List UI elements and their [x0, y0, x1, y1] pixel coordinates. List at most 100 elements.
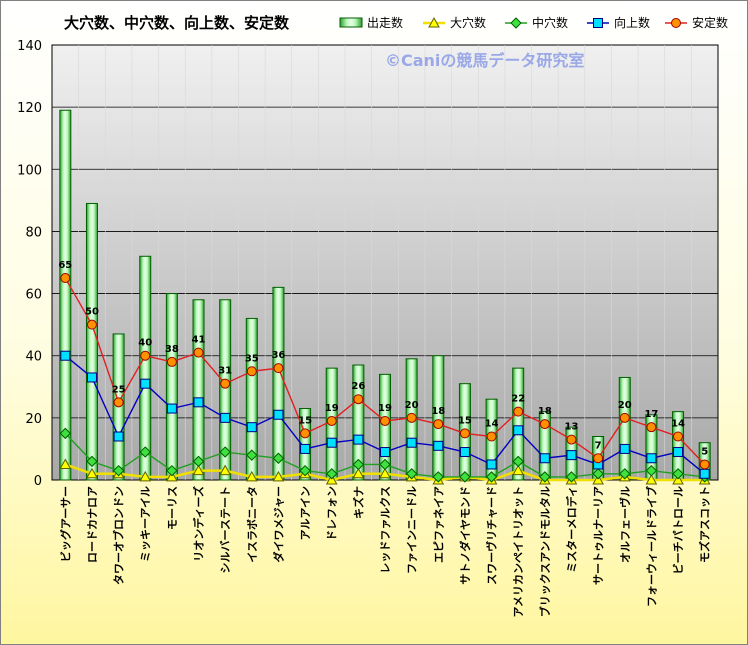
x-category-label: サートゥルナーリア [592, 486, 605, 585]
point-向上数 [433, 440, 444, 451]
point-中穴数 [219, 446, 231, 458]
point-大穴数 [592, 473, 604, 485]
legend-marker [593, 18, 603, 28]
bar-出走数 [379, 373, 391, 481]
x-category-label: イスラボニータ [245, 486, 259, 563]
point-向上数 [566, 450, 577, 461]
point-向上数 [646, 453, 657, 464]
point-安定数 [380, 415, 390, 426]
x-category-label: リオンディーズ [192, 486, 206, 562]
x-category-label: アルアイン [299, 486, 312, 540]
point-向上数 [619, 443, 630, 454]
point-向上数 [459, 447, 470, 458]
point-大穴数 [325, 473, 338, 485]
point-大穴数 [352, 467, 365, 479]
point-安定数 [459, 428, 470, 439]
point-向上数 [673, 447, 684, 458]
data-label-安定数: 26 [351, 381, 365, 392]
data-label-安定数: 25 [112, 384, 126, 395]
data-label-安定数: 22 [511, 394, 525, 405]
point-安定数 [486, 431, 497, 442]
point-中穴数 [272, 452, 285, 464]
point-大穴数 [192, 464, 205, 476]
x-category-label: ミスターメロディ [564, 486, 578, 573]
point-中穴数 [619, 468, 631, 480]
point-安定数 [113, 397, 124, 408]
point-大穴数 [672, 473, 684, 485]
point-安定数 [513, 406, 524, 417]
data-label-安定数: 20 [618, 400, 632, 411]
point-中穴数 [352, 458, 365, 471]
y-tick-label: 100 [17, 163, 42, 178]
point-中穴数 [645, 464, 658, 477]
bar-出走数 [618, 376, 631, 481]
legend-marker [428, 16, 440, 28]
data-label-安定数: 20 [405, 400, 419, 411]
bar-出走数 [352, 364, 365, 481]
point-中穴数 [192, 455, 205, 468]
point-安定数 [619, 412, 630, 423]
data-label-安定数: 5 [701, 446, 708, 457]
legend-label: 大穴数 [450, 15, 486, 30]
x-category-label: レッドファルクス [379, 486, 392, 574]
x-category-label: スワーヴリチャード [485, 486, 499, 585]
point-中穴数 [672, 468, 684, 480]
point-向上数 [113, 431, 124, 442]
point-安定数 [673, 431, 684, 442]
point-安定数 [646, 422, 657, 433]
point-向上数 [380, 447, 390, 458]
x-category-label: ビッグアーサー [58, 486, 72, 562]
point-向上数 [486, 459, 497, 470]
data-label-安定数: 18 [431, 406, 445, 417]
point-大穴数 [245, 470, 258, 482]
point-安定数 [60, 273, 71, 284]
x-category-label: オルフェーヴル [618, 486, 632, 563]
x-category-label: ドレフォン [326, 486, 339, 541]
y-tick-label: 20 [25, 412, 42, 427]
point-中穴数 [539, 471, 551, 483]
point-中穴数 [86, 455, 98, 468]
point-大穴数 [512, 464, 525, 476]
data-label-安定数: 36 [271, 350, 285, 361]
point-中穴数 [512, 455, 524, 468]
x-category-label: キズナ [351, 486, 365, 519]
data-label-安定数: 7 [595, 440, 602, 451]
data-label-安定数: 15 [298, 415, 312, 426]
point-大穴数 [645, 473, 658, 485]
point-安定数 [220, 378, 231, 389]
data-label-安定数: 17 [644, 409, 658, 420]
bar-出走数 [272, 286, 285, 481]
data-label-安定数: 31 [218, 366, 232, 377]
x-category-label: ブリックスアンドモルタル [538, 486, 552, 617]
point-大穴数 [219, 464, 232, 476]
bar-出走数 [192, 299, 205, 481]
point-中穴数 [485, 471, 498, 483]
point-大穴数 [59, 458, 72, 469]
point-向上数 [246, 422, 257, 433]
point-安定数 [140, 350, 151, 361]
point-安定数 [246, 366, 257, 377]
point-向上数 [140, 378, 151, 389]
y-tick-label: 140 [17, 39, 42, 54]
bar-出走数 [165, 293, 178, 481]
x-category-label: モーリス [166, 486, 179, 530]
data-label-安定数: 38 [165, 344, 179, 355]
point-向上数 [220, 412, 231, 423]
point-向上数 [513, 425, 524, 436]
legend-label: 中穴数 [532, 15, 568, 30]
point-中穴数 [246, 449, 258, 461]
point-向上数 [273, 409, 284, 420]
point-安定数 [406, 412, 417, 423]
x-category-label: ビーチパトロール [671, 486, 685, 574]
x-category-label: シルバーステート [219, 486, 232, 573]
point-大穴数 [272, 470, 285, 482]
point-大穴数 [379, 467, 391, 479]
bar-出走数 [59, 109, 72, 481]
y-tick-label: 120 [17, 101, 42, 116]
x-category-label: エピファネイア [432, 486, 445, 563]
point-大穴数 [86, 467, 98, 479]
y-tick-label: 0 [34, 474, 42, 489]
data-label-安定数: 19 [378, 403, 392, 414]
point-中穴数 [166, 464, 178, 477]
